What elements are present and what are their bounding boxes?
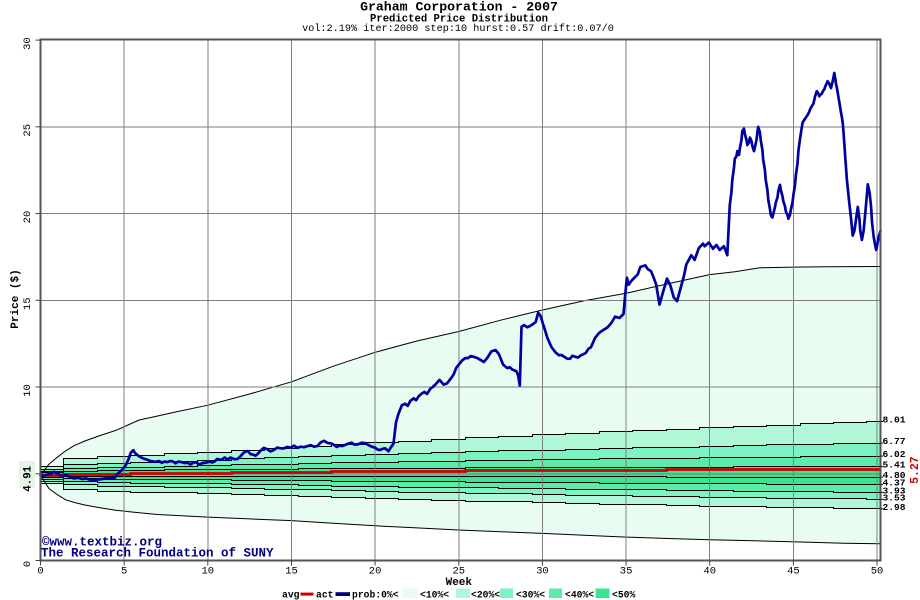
svg-text:5.41: 5.41 — [883, 460, 906, 471]
svg-text:<40%<: <40%< — [565, 590, 594, 600]
svg-text:30: 30 — [22, 37, 34, 50]
svg-text:4.37: 4.37 — [883, 478, 906, 489]
svg-text:45: 45 — [787, 566, 800, 578]
svg-text:<30%<: <30%< — [516, 590, 545, 600]
svg-text:<50%: <50% — [612, 590, 635, 600]
svg-text:50: 50 — [871, 566, 884, 578]
svg-text:20: 20 — [22, 211, 34, 224]
svg-text:<10%<: <10%< — [420, 590, 449, 600]
svg-text:5: 5 — [121, 566, 127, 578]
svg-text:25: 25 — [452, 566, 465, 578]
svg-text:10: 10 — [201, 566, 214, 578]
svg-text:20: 20 — [369, 566, 382, 578]
svg-text:6.77: 6.77 — [883, 436, 906, 447]
svg-text:act: act — [316, 590, 333, 600]
svg-text:prob:0%<: prob:0%< — [352, 590, 399, 600]
svg-text:Price ($): Price ($) — [10, 269, 22, 328]
svg-text:6.02: 6.02 — [883, 449, 906, 460]
svg-text:<20%<: <20%< — [471, 590, 500, 600]
svg-text:2.98: 2.98 — [883, 502, 906, 513]
svg-text:3.93: 3.93 — [883, 485, 906, 496]
svg-text:3.53: 3.53 — [883, 492, 906, 503]
svg-text:©www.textbiz.org: ©www.textbiz.org — [42, 536, 162, 550]
svg-text:15: 15 — [22, 297, 34, 310]
svg-text:vol:2.19% iter:2000 step:10 hu: vol:2.19% iter:2000 step:10 hurst:0.57 d… — [302, 23, 614, 35]
svg-text:0: 0 — [37, 566, 43, 578]
svg-text:5.27: 5.27 — [909, 456, 920, 484]
svg-text:8.01: 8.01 — [883, 415, 906, 426]
svg-text:Graham Corporation - 2007: Graham Corporation - 2007 — [360, 0, 558, 15]
svg-text:4.91: 4.91 — [23, 465, 35, 491]
svg-text:0: 0 — [22, 561, 34, 567]
svg-text:10: 10 — [22, 384, 34, 397]
svg-text:Week: Week — [446, 577, 473, 589]
svg-text:40: 40 — [703, 566, 716, 578]
svg-text:30: 30 — [536, 566, 549, 578]
svg-text:4.80: 4.80 — [883, 470, 906, 481]
svg-text:The Research Foundation of SUN: The Research Foundation of SUNY — [41, 547, 274, 561]
svg-text:avg: avg — [282, 590, 300, 600]
svg-text:Predicted Price Distribution: Predicted Price Distribution — [370, 14, 548, 26]
svg-text:25: 25 — [22, 124, 34, 137]
svg-text:15: 15 — [285, 566, 298, 578]
svg-text:35: 35 — [620, 566, 633, 578]
